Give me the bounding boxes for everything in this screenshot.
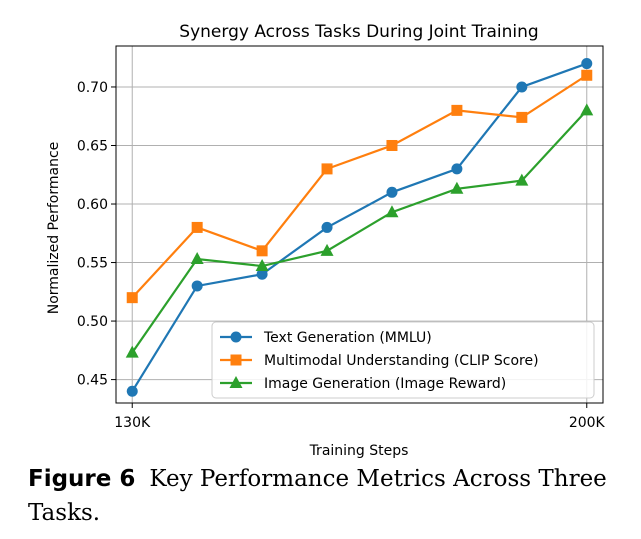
x-axis-label: Training Steps: [309, 443, 409, 459]
data-point: [321, 221, 333, 233]
x-tick-label: 200K: [569, 415, 606, 431]
y-tick-label: 0.70: [77, 80, 108, 96]
series-line: [131, 62, 588, 392]
series-line: [131, 109, 588, 354]
legend-marker: [230, 331, 242, 343]
x-tick-label: 130K: [114, 415, 151, 431]
data-point: [516, 111, 528, 123]
data-point: [386, 186, 398, 198]
data-point: [451, 163, 463, 175]
legend-label: Multimodal Understanding (CLIP Score): [264, 353, 539, 369]
legend-marker: [230, 354, 242, 366]
y-axis-label: Normalized Performance: [46, 142, 62, 315]
data-point: [386, 139, 398, 151]
legend-marker: [229, 376, 243, 388]
data-point: [126, 292, 138, 304]
data-point: [385, 205, 399, 218]
legend-box: [211, 321, 595, 399]
line-chart: Synergy Across Tasks During Joint Traini…: [46, 22, 606, 459]
y-tick-label: 0.45: [77, 373, 108, 389]
data-point: [126, 385, 138, 397]
figure-label: Figure 6: [28, 466, 136, 492]
data-point: [515, 173, 529, 186]
y-tick-label: 0.55: [77, 256, 108, 272]
chart-title: Synergy Across Tasks During Joint Traini…: [179, 22, 538, 42]
data-point: [191, 221, 203, 233]
y-tick-label: 0.60: [77, 197, 108, 213]
data-point: [516, 81, 528, 93]
y-tick-label: 0.65: [77, 138, 108, 154]
legend: Text Generation (MMLU) Multimodal Underst…: [211, 321, 595, 399]
data-point: [581, 58, 593, 70]
x-axis-ticks: 130K 200K: [114, 403, 606, 431]
data-point: [125, 345, 139, 358]
y-tick-label: 0.50: [77, 314, 108, 330]
caption-text: Key Performance Metrics Across Three Tas…: [28, 466, 607, 526]
data-point: [256, 245, 268, 257]
data-point: [450, 181, 464, 194]
data-point: [191, 280, 203, 292]
data-point: [580, 103, 594, 116]
series-1: [126, 58, 593, 397]
data-point: [451, 104, 463, 116]
data-point: [581, 69, 593, 81]
legend-label: Text Generation (MMLU): [263, 330, 432, 346]
series-group: [125, 58, 594, 397]
data-point: [321, 163, 333, 175]
data-point: [190, 252, 204, 265]
series-line: [131, 74, 588, 299]
plot-frame: [115, 45, 604, 404]
series-3: [125, 103, 594, 358]
y-axis-ticks: 0.45 0.50 0.55 0.60 0.65 0.70: [77, 80, 116, 389]
figure-caption: Figure 6 Key Performance Metrics Across T…: [28, 462, 628, 530]
legend-label: Image Generation (Image Reward): [264, 376, 506, 392]
data-point: [320, 243, 334, 256]
data-point: [256, 268, 268, 280]
data-point: [255, 259, 269, 272]
series-2: [126, 69, 593, 304]
